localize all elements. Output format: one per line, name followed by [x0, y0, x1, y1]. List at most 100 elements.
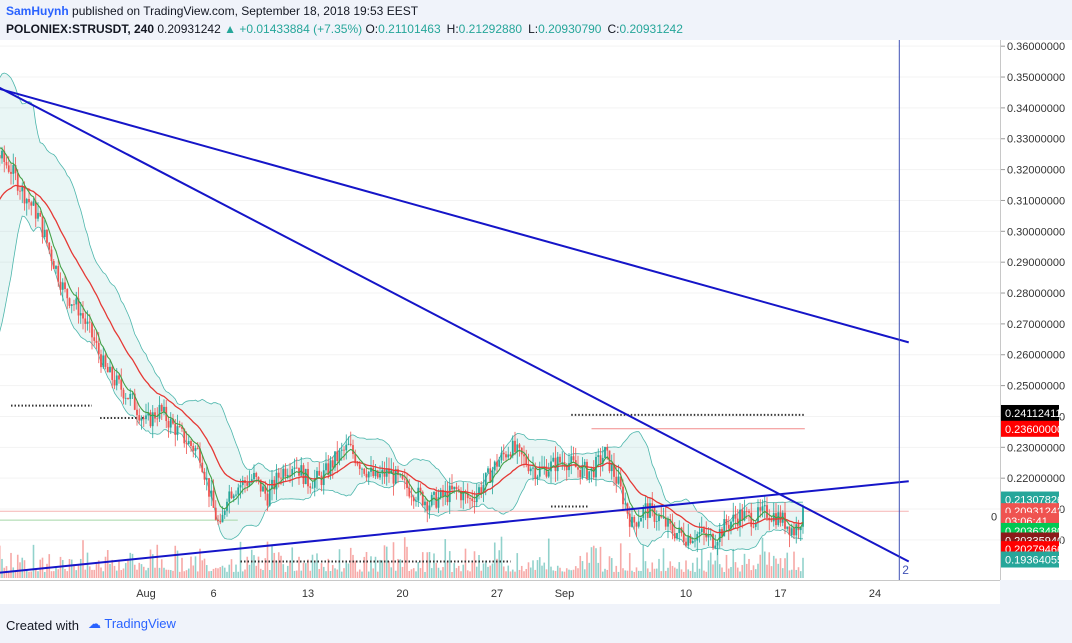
candle-body — [178, 426, 181, 427]
candle-body — [772, 513, 775, 522]
volume-bar — [68, 559, 71, 578]
volume-bar — [167, 569, 170, 578]
candle-body — [277, 472, 280, 478]
candle-body — [586, 461, 588, 479]
candle-body — [536, 476, 539, 480]
volume-bar — [716, 545, 719, 578]
volume-bar — [507, 565, 510, 578]
volume-bar — [241, 571, 244, 578]
candle-body — [703, 528, 705, 533]
candle-body — [761, 506, 764, 511]
candle-body — [172, 418, 174, 424]
volume-bar — [631, 570, 633, 578]
candle-body — [230, 491, 233, 499]
volume-bar — [32, 544, 35, 578]
time-tick-label: 17 — [774, 588, 786, 600]
volume-bar — [232, 571, 235, 578]
volume-bar — [484, 560, 487, 578]
candle-body — [106, 366, 109, 373]
candle-body — [694, 540, 696, 542]
candle-body — [433, 492, 435, 495]
volume-bar — [82, 540, 84, 578]
volume-bar — [309, 570, 312, 578]
candle-body — [442, 489, 444, 497]
volume-bar — [212, 568, 215, 578]
candle-body — [466, 493, 469, 499]
volume-bar — [721, 567, 723, 578]
volume-bar — [255, 565, 258, 578]
volume-bar — [793, 551, 795, 578]
candle-body — [561, 462, 564, 463]
candle-body — [559, 456, 561, 463]
candle-body — [451, 485, 453, 490]
price-axis[interactable]: 0.36000000 0.35000000 0.34000000 0.33000000… — [1000, 40, 1072, 580]
volume-bar — [347, 563, 350, 578]
volume-bar — [457, 565, 460, 578]
volume-bar — [70, 559, 73, 578]
volume-bar — [784, 558, 786, 578]
volume-bar — [622, 568, 624, 578]
volume-bar — [291, 547, 294, 578]
volume-bar — [322, 566, 325, 578]
volume-bar — [340, 571, 343, 578]
candle-body — [784, 512, 786, 529]
volume-bar — [97, 560, 100, 578]
volume-bar — [743, 553, 746, 578]
price-chart[interactable]: 20 — [0, 40, 1000, 580]
candle-body — [82, 313, 84, 319]
candle-body — [1, 150, 3, 159]
candle-body — [583, 461, 586, 465]
candle-body — [439, 489, 442, 498]
candle-body — [399, 474, 402, 476]
price-tick-label: 0.25000000 — [1007, 381, 1065, 393]
volume-bar — [349, 547, 352, 578]
candle-body — [534, 467, 537, 480]
candle-body — [57, 266, 60, 282]
candle-body — [554, 457, 557, 472]
candle-body — [289, 474, 291, 476]
volume-bar — [770, 566, 773, 578]
volume-bar — [406, 546, 408, 578]
symbol-label[interactable]: POLONIEX:STRUSDT, 240 — [6, 22, 155, 36]
ohlc-values: O:0.21101463 H:0.21292880 L:0.20930790 C:0.… — [365, 22, 688, 36]
volume-bar — [223, 567, 226, 578]
time-axis[interactable]: Aug 6 13 20 27 Sep 10 17 24 — [0, 580, 1000, 605]
volume-bar — [37, 571, 39, 578]
volume-bar — [493, 542, 496, 578]
candle-body — [131, 393, 134, 395]
candle-body — [419, 487, 422, 492]
volume-bar — [795, 569, 798, 578]
volume-bar — [628, 553, 631, 578]
author-link[interactable]: SamHuynh — [6, 4, 69, 18]
volume-bar — [399, 559, 402, 578]
candle-body — [208, 478, 210, 497]
candle-body — [214, 507, 217, 520]
tradingview-logo[interactable]: ☁ TradingView — [88, 616, 176, 632]
candle-body — [642, 508, 645, 518]
volume-bar — [691, 562, 694, 578]
candle-body — [39, 212, 42, 217]
volume-bar — [415, 571, 417, 578]
candle-body — [176, 426, 179, 435]
ohlc-value: 0.21292880 — [458, 22, 523, 36]
candle-body — [547, 471, 550, 477]
candle-body — [795, 524, 798, 536]
candle-body — [358, 464, 361, 469]
price-tick-label: 0.26000000 — [1007, 350, 1065, 362]
volume-bar — [55, 566, 57, 578]
volume-bar — [327, 558, 330, 578]
volume-bar — [520, 565, 523, 578]
candle-body — [644, 503, 647, 509]
up-triangle-icon: ▲ — [224, 22, 237, 36]
candle-body — [84, 318, 87, 324]
candle-body — [140, 418, 143, 421]
volume-bar — [754, 569, 757, 578]
volume-bar — [318, 568, 321, 578]
candle-body — [14, 165, 17, 174]
candle-body — [601, 457, 604, 465]
volume-bar — [772, 555, 775, 578]
candle-body — [356, 463, 359, 465]
volume-bar — [536, 560, 539, 578]
price-label-box — [1001, 404, 1059, 421]
